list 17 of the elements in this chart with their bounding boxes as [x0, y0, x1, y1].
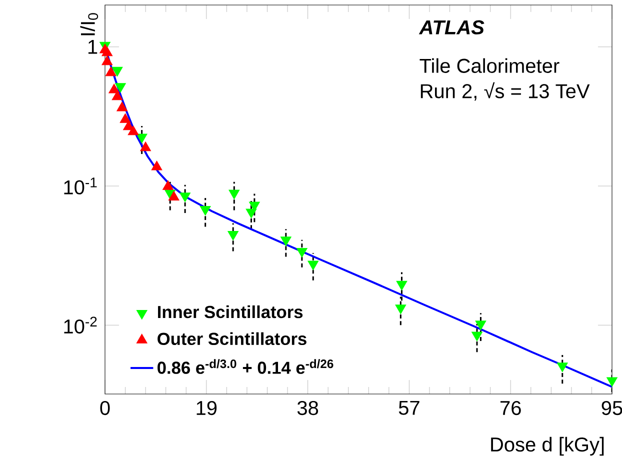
- legend-label: Outer Scintillators: [158, 332, 306, 346]
- x-tick-label: 76: [500, 400, 521, 416]
- y-tick-label: 10$^{-1}$: [64, 178, 97, 194]
- x-tick-label: 19: [196, 400, 217, 416]
- x-axis-title: Dose d [kGy]: [491, 436, 604, 456]
- annotation: Tile Calorimeter: [420, 58, 560, 73]
- legend-label: 0.86 e$^{-d/3.0}$ + 0.14 e$^{-d/26}$: [158, 359, 334, 374]
- annotation: ATLAS: [418, 20, 484, 34]
- y-tick-label: 1: [88, 40, 98, 54]
- x-tick-label: 57: [398, 400, 420, 415]
- x-tick-label: 95: [602, 400, 622, 416]
- x-tick-label: 38: [297, 400, 318, 416]
- y-tick-label: 10$^{-2}$: [64, 316, 97, 334]
- annotation: Run 2, √s = 13 TeV: [420, 82, 590, 101]
- x-tick-label: 0: [100, 400, 110, 416]
- y-axis-title: I/I$_{0}$: [80, 13, 98, 36]
- legend-label: Inner Scintillators: [158, 305, 303, 318]
